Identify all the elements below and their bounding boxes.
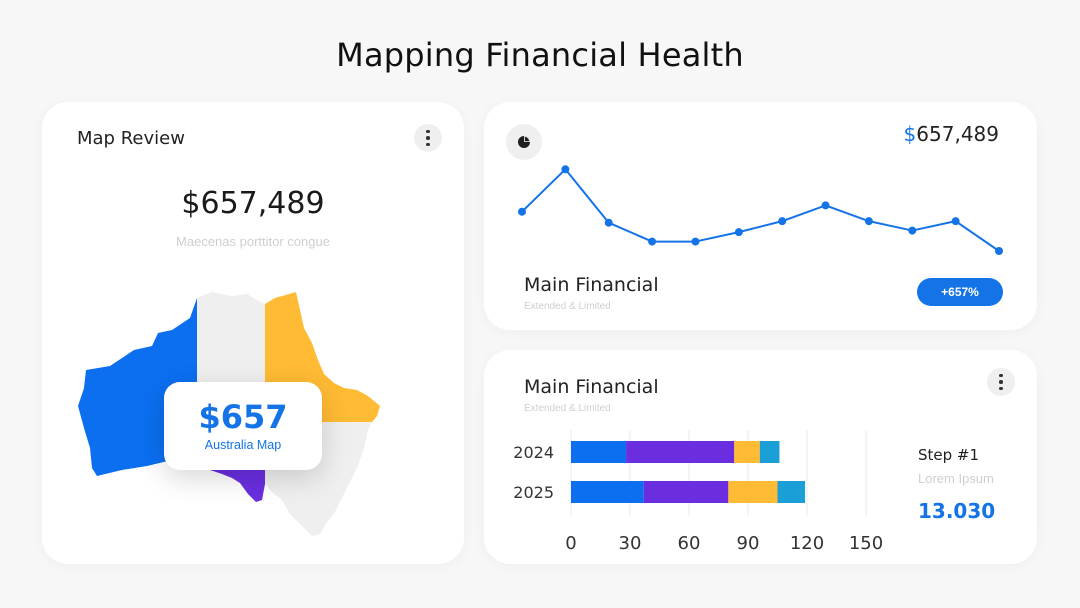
bar-segment[interactable] [728, 481, 778, 503]
bar-chart-card: 0 30 60 90 120 150 2024 2025 Main Financial Ext… [484, 350, 1037, 564]
map-review-card: Map Review $657,489 Maecenas porttitor c… [42, 102, 464, 564]
map-overlay-card: $657 Australia Map [164, 382, 322, 470]
currency-symbol: $ [903, 122, 917, 146]
line-series [521, 168, 1000, 252]
overlay-value: $657 [198, 398, 288, 436]
line-point[interactable] [864, 217, 873, 226]
x-tick-label: 150 [849, 533, 883, 554]
bar-segment[interactable] [643, 481, 729, 503]
bar-segment[interactable] [777, 481, 806, 503]
line-chart-card: $657,489 Main Financial Extended & Limit… [484, 102, 1037, 330]
x-tick-label: 90 [737, 533, 760, 554]
map-card-title: Map Review [77, 128, 185, 149]
bar-segment[interactable] [734, 441, 760, 463]
map-region-central[interactable] [197, 292, 265, 382]
more-options-button[interactable] [414, 124, 442, 152]
more-vertical-icon [426, 128, 430, 148]
growth-badge[interactable]: +657% [917, 278, 1003, 306]
bar-card-title: Main Financial [524, 376, 659, 398]
x-tick-label: 60 [678, 533, 701, 554]
line-point[interactable] [648, 237, 657, 246]
x-tick-label: 120 [790, 533, 824, 554]
pie-chart-icon [518, 136, 530, 148]
more-vertical-icon [999, 372, 1003, 392]
line-card-subtitle: Extended & Limited [524, 301, 611, 312]
bar-card-subtitle: Extended & Limited [524, 403, 611, 414]
amount-value: 657,489 [916, 122, 999, 146]
stacked-bar-chart: 0 30 60 90 120 150 2024 2025 [513, 430, 883, 554]
x-tick-label: 30 [619, 533, 642, 554]
page-title: Mapping Financial Health [336, 36, 744, 74]
map-subtitle: Maecenas porttitor congue [176, 234, 330, 249]
line-point[interactable] [908, 226, 917, 235]
step-value: 13.030 [918, 499, 996, 523]
category-label: 2025 [513, 483, 554, 502]
bar-segment[interactable] [571, 441, 627, 463]
line-card-title: Main Financial [524, 274, 659, 296]
x-tick-label: 0 [565, 533, 576, 554]
bar-segment[interactable] [571, 481, 644, 503]
step-subtitle: Lorem Ipsum [918, 471, 994, 486]
line-amount: $657,489 [904, 122, 999, 146]
more-options-button-2[interactable] [987, 368, 1015, 396]
line-point[interactable] [604, 218, 613, 227]
line-point[interactable] [995, 247, 1003, 255]
line-point[interactable] [518, 207, 526, 216]
line-point[interactable] [778, 217, 787, 226]
bar-segment[interactable] [626, 441, 735, 463]
line-point[interactable] [691, 237, 700, 246]
bar-segment[interactable] [759, 441, 780, 463]
category-label: 2024 [513, 443, 554, 462]
line-chart [518, 165, 1003, 255]
line-point[interactable] [951, 217, 960, 226]
line-point[interactable] [561, 165, 570, 174]
step-title: Step #1 [918, 446, 980, 464]
map-amount: $657,489 [181, 186, 325, 221]
line-point[interactable] [821, 201, 830, 210]
line-point[interactable] [734, 228, 743, 237]
overlay-label: Australia Map [204, 438, 282, 452]
pie-chart-button[interactable] [506, 124, 542, 160]
